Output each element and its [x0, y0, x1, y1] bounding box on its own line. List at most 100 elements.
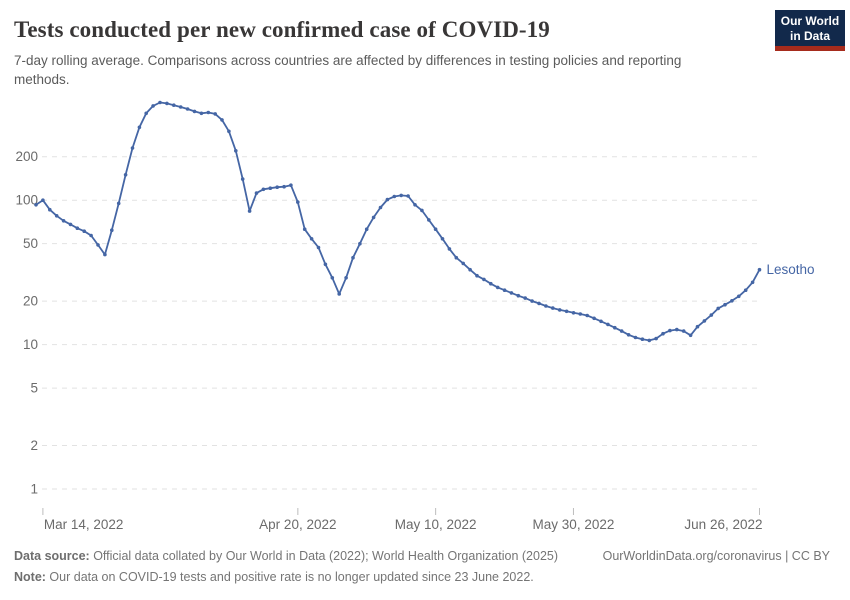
data-point [34, 203, 38, 207]
data-point [399, 193, 404, 198]
x-tick-label: Jun 26, 2022 [684, 517, 762, 532]
data-point [351, 255, 355, 260]
data-point [730, 299, 734, 303]
data-point [440, 237, 445, 241]
note-text: Our data on COVID-19 tests and positive … [45, 570, 534, 584]
data-point [61, 219, 66, 223]
y-tick-label: 20 [23, 294, 38, 309]
data-point [447, 247, 452, 251]
data-point [358, 241, 362, 246]
owid-logo: Our World in Data [775, 10, 845, 51]
chart-footer: Data source: Official data collated by O… [14, 546, 836, 588]
data-point [268, 186, 273, 190]
page-title: Tests conducted per new confirmed case o… [14, 17, 550, 42]
data-point [668, 328, 672, 333]
data-point [564, 309, 569, 314]
data-point [537, 301, 541, 306]
footer-note-row: Note: Our data on COVID-19 tests and pos… [14, 567, 836, 588]
data-point [337, 292, 342, 296]
data-point [247, 209, 252, 213]
data-point [716, 306, 720, 311]
data-point [619, 329, 624, 333]
y-tick-label: 100 [15, 193, 38, 208]
data-point [323, 262, 328, 267]
data-point [420, 208, 424, 213]
y-tick-label: 5 [30, 381, 38, 396]
data-point [151, 104, 155, 108]
data-point [206, 110, 211, 115]
data-point [302, 227, 307, 231]
data-point [185, 107, 190, 111]
data-point [371, 215, 376, 220]
data-point [592, 316, 596, 321]
data-point [468, 267, 472, 272]
data-point [723, 302, 727, 307]
data-point [427, 218, 431, 222]
data-point [750, 280, 755, 285]
data-point [165, 101, 169, 106]
data-point [89, 233, 93, 238]
x-tick-label: Apr 20, 2022 [259, 517, 336, 532]
x-tick-label: May 30, 2022 [533, 517, 615, 532]
data-point [557, 308, 562, 312]
data-point [296, 200, 300, 204]
data-point [502, 288, 507, 293]
data-point [737, 294, 741, 299]
data-point [433, 227, 438, 231]
data-point [675, 327, 679, 332]
data-point [516, 293, 521, 298]
x-tick-label: Mar 14, 2022 [44, 517, 124, 532]
data-point [523, 296, 527, 300]
series-lesotho: Lesotho [34, 100, 815, 343]
data-point [743, 288, 748, 293]
data-point [702, 319, 707, 323]
data-point [530, 299, 534, 303]
data-point [606, 322, 610, 327]
y-tick-label: 10 [23, 337, 38, 352]
data-point [578, 312, 583, 316]
data-point [68, 222, 73, 227]
data-point [261, 187, 266, 192]
logo-text-line2: in Data [789, 29, 830, 43]
y-tick-label: 1 [30, 482, 38, 497]
data-point [551, 306, 555, 310]
x-axis: Mar 14, 2022 Apr 20, 2022 May 10, 2022 May … [42, 508, 763, 532]
data-point [137, 125, 142, 130]
data-point [178, 105, 183, 109]
data-point [364, 227, 369, 231]
data-point [709, 313, 714, 317]
data-point [220, 118, 224, 122]
data-point [378, 205, 383, 210]
data-point [213, 112, 217, 116]
data-point [406, 194, 410, 198]
data-point [130, 146, 135, 150]
data-point [654, 336, 658, 341]
note-label: Note: [14, 570, 46, 584]
data-source-label: Data source: [14, 549, 90, 563]
data-point [613, 325, 617, 330]
data-point [482, 277, 486, 282]
data-point [275, 185, 280, 189]
footer-source-row: Data source: Official data collated by O… [14, 546, 836, 567]
data-point [461, 261, 466, 266]
data-point [626, 333, 631, 337]
data-point [544, 304, 548, 308]
data-point [234, 149, 238, 153]
data-point [103, 252, 107, 257]
data-point [475, 273, 479, 278]
data-point [585, 313, 589, 318]
data-point [647, 338, 652, 343]
owid-link: OurWorldinData.org/coronavirus | CC BY [602, 549, 830, 563]
data-point [82, 229, 86, 233]
data-point [158, 100, 162, 105]
data-point [41, 198, 45, 202]
data-point [489, 281, 493, 286]
data-point [192, 109, 197, 114]
logo-red-stripe [775, 46, 845, 51]
data-point [385, 197, 390, 202]
data-point [54, 214, 59, 218]
data-point [688, 333, 693, 338]
data-point [640, 337, 645, 342]
